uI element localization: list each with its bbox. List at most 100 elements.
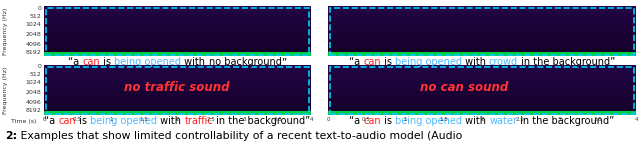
Bar [328, 80, 636, 81]
Text: can: can [83, 57, 100, 67]
Bar [328, 107, 636, 108]
Bar [44, 67, 311, 68]
Text: no traffic sound: no traffic sound [124, 81, 230, 94]
Bar [328, 10, 636, 11]
Text: 1024: 1024 [25, 21, 41, 26]
Bar [44, 109, 311, 110]
Text: 1024: 1024 [25, 81, 41, 86]
Text: is: is [76, 116, 90, 126]
Text: 0: 0 [37, 5, 41, 10]
Bar [44, 70, 311, 71]
Text: being opened: being opened [395, 57, 461, 67]
Bar [328, 44, 636, 45]
Bar [328, 69, 636, 70]
Bar [44, 17, 311, 18]
Bar [328, 67, 636, 68]
Text: 2048: 2048 [25, 91, 41, 96]
Bar [328, 91, 636, 92]
Bar [44, 6, 311, 56]
Bar [328, 83, 636, 84]
Bar [44, 95, 311, 96]
Text: 3: 3 [557, 117, 561, 122]
Bar [44, 15, 311, 16]
Text: no can sound: no can sound [420, 81, 509, 94]
Bar [44, 7, 311, 8]
Bar [44, 72, 311, 73]
Bar [328, 6, 636, 7]
Bar [328, 104, 636, 105]
Bar [328, 98, 636, 99]
Bar [44, 44, 311, 45]
Text: with: with [181, 57, 209, 67]
Bar [44, 104, 311, 105]
Bar [328, 31, 636, 32]
Bar [44, 114, 311, 115]
Bar [44, 34, 311, 35]
Text: in the background”: in the background” [517, 116, 614, 126]
Bar [328, 50, 636, 51]
Bar [44, 12, 311, 13]
Bar [44, 87, 311, 88]
Bar [44, 100, 311, 101]
Bar [328, 52, 636, 56]
Bar [44, 37, 311, 38]
Bar [328, 21, 636, 22]
Bar [328, 24, 636, 25]
Bar [44, 96, 311, 97]
Bar [328, 112, 636, 113]
Bar [44, 31, 311, 32]
Bar [44, 75, 311, 76]
Bar [44, 81, 311, 82]
Bar [328, 29, 636, 30]
Bar [44, 25, 311, 26]
Text: 0.5: 0.5 [73, 117, 82, 122]
Bar [44, 111, 311, 112]
Bar [44, 76, 311, 77]
Text: Frequency (Hz): Frequency (Hz) [3, 7, 8, 55]
Bar [44, 33, 311, 34]
Bar [328, 47, 636, 48]
Text: 2.5: 2.5 [207, 117, 215, 122]
Bar [328, 82, 636, 83]
Bar [328, 55, 636, 56]
Bar [328, 93, 636, 94]
Bar [328, 71, 636, 72]
Bar [44, 108, 311, 109]
Text: 1.5: 1.5 [439, 117, 448, 122]
Bar [44, 8, 311, 9]
Bar [328, 22, 636, 23]
Bar [328, 11, 636, 12]
Bar [44, 80, 311, 81]
Bar [328, 86, 636, 87]
Bar [328, 101, 636, 102]
Bar [44, 65, 311, 66]
Bar [328, 48, 636, 49]
Bar [328, 87, 636, 88]
Bar [44, 18, 311, 19]
Text: Examples that show limited controllability of a recent text-to-audio model (Audi: Examples that show limited controllabili… [17, 131, 463, 141]
Bar [44, 54, 311, 55]
Text: can: can [364, 116, 381, 126]
Bar [328, 27, 636, 28]
Bar [44, 19, 311, 20]
Text: 512: 512 [29, 73, 41, 78]
Bar [44, 111, 311, 115]
Bar [44, 35, 311, 36]
Text: in the background”: in the background” [518, 57, 615, 67]
Bar [328, 109, 636, 110]
Bar [44, 112, 311, 113]
Bar [44, 51, 311, 52]
Bar [44, 50, 311, 51]
Text: 4: 4 [309, 117, 313, 122]
Bar [328, 96, 636, 97]
Bar [328, 111, 636, 115]
Bar [44, 52, 311, 56]
Bar [328, 53, 636, 54]
Text: being opened: being opened [90, 116, 157, 126]
Bar [328, 88, 636, 89]
Bar [44, 90, 311, 91]
Bar [328, 70, 636, 71]
Bar [44, 65, 311, 115]
Bar [44, 113, 311, 114]
Bar [44, 49, 311, 50]
